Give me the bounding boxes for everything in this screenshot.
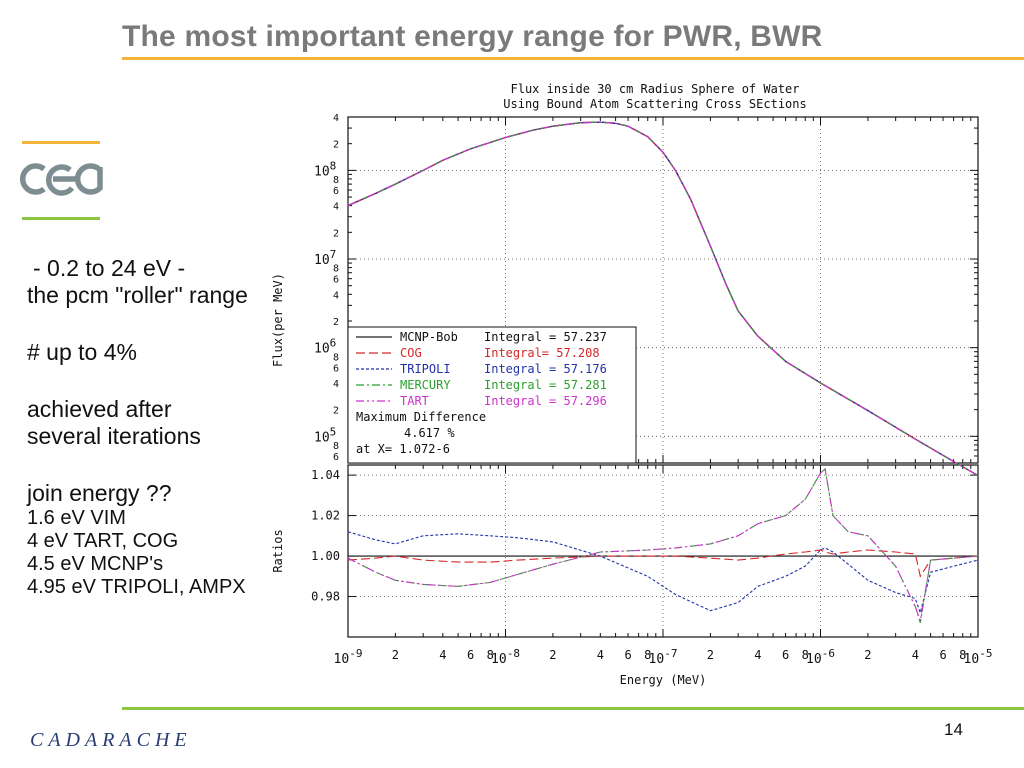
x-tick-label: 2 <box>864 648 871 662</box>
y-tick-label: 4 <box>333 113 339 124</box>
y-tick-label: 4 <box>333 379 339 390</box>
x-tick-label: 10-6 <box>806 647 835 667</box>
chart-subtitle: Using Bound Atom Scattering Cross SEctio… <box>503 97 806 111</box>
achieved-line-1: achieved after <box>27 396 172 422</box>
ratio-y-tick-label: 0.98 <box>311 590 340 604</box>
logo-bottom-bar <box>22 217 100 220</box>
y-tick-label: 6 <box>333 186 339 197</box>
legend-name: TART <box>400 394 429 408</box>
x-tick-label: 2 <box>707 648 714 662</box>
x-tick-label: 4 <box>912 648 919 662</box>
ratio-y-tick-label: 1.00 <box>311 549 340 563</box>
logo-top-bar <box>22 141 100 144</box>
y-axis-label: Flux(per MeV) <box>271 273 285 367</box>
y-tick-label: 2 <box>333 140 339 151</box>
upto-line: # up to 4% <box>27 339 137 365</box>
x-tick-label: 10-5 <box>964 647 993 667</box>
join-energy-line: join energy ?? <box>27 480 172 506</box>
y-tick-label: 108 <box>314 159 336 179</box>
vim-line: 1.6 eV VIM <box>27 507 126 529</box>
page-number: 14 <box>944 720 963 739</box>
y-tick-label: 8 <box>333 264 339 275</box>
x-tick-label: 6 <box>467 648 474 662</box>
legend-integral: Integral = 57.296 <box>484 394 607 408</box>
x-tick-label: 6 <box>939 648 946 662</box>
legend-integral: Integral = 57.237 <box>484 330 607 344</box>
cea-logo: cea <box>20 152 103 196</box>
x-tick-label: 4 <box>754 648 761 662</box>
max-diff-value: 4.617 % <box>404 426 455 440</box>
legend-name: TRIPOLI <box>400 362 451 376</box>
chart-title: Flux inside 30 cm Radius Sphere of Water <box>511 82 800 96</box>
y-tick-label: 105 <box>314 425 336 445</box>
bullet-text-block: - 0.2 to 24 eV - the pcm "roller" range … <box>27 255 317 599</box>
y-tick-label: 4 <box>333 290 339 301</box>
flux-chart: 10-9 2 4 6 810-8 2 4 6 810-7 2 4 6 810-6 2 4 6 810-54210… <box>271 82 993 687</box>
cea-logo-text: cea <box>20 152 22 153</box>
legend-integral: Integral= 57.208 <box>484 346 600 360</box>
x-axis-label: Energy (MeV) <box>620 673 707 687</box>
y-tick-label: 2 <box>333 406 339 417</box>
legend-name: COG <box>400 346 422 360</box>
x-tick-label: 10-9 <box>334 647 363 667</box>
y-tick-label: 8 <box>333 352 339 363</box>
x-tick-label: 8 <box>802 648 809 662</box>
y-tick-label: 2 <box>333 228 339 239</box>
ratio-y-tick-label: 1.04 <box>311 468 340 482</box>
x-tick-label: 4 <box>597 648 604 662</box>
y-tick-label: 8 <box>333 175 339 186</box>
y-tick-label: 4 <box>333 202 339 213</box>
x-tick-label: 8 <box>487 648 494 662</box>
legend-name: MERCURY <box>400 378 451 392</box>
range-line: - 0.2 to 24 eV - <box>33 255 186 281</box>
flux-series-tart <box>347 121 979 477</box>
title-underline <box>122 57 1024 60</box>
ratio-axis-label: Ratios <box>271 529 285 572</box>
x-tick-label: 2 <box>549 648 556 662</box>
y-tick-label: 6 <box>333 363 339 374</box>
y-tick-label: 8 <box>333 441 339 452</box>
mcnp-line: 4.5 eV MCNP's <box>27 553 164 575</box>
y-tick-label: 6 <box>333 452 339 463</box>
cadarache-logo: CADARACHE <box>30 729 192 751</box>
y-tick-label: 6 <box>333 275 339 286</box>
x-tick-label: 4 <box>439 648 446 662</box>
ratio-y-tick-label: 1.02 <box>311 509 340 523</box>
x-tick-label: 8 <box>959 648 966 662</box>
x-tick-label: 10-7 <box>649 647 678 667</box>
y-tick-label: 106 <box>314 337 336 357</box>
slide-title: The most important energy range for PWR,… <box>122 20 823 53</box>
y-tick-label: 2 <box>333 317 339 328</box>
max-diff-label: Maximum Difference <box>356 410 486 424</box>
legend-name: MCNP-Bob <box>400 330 458 344</box>
x-tick-label: 10-8 <box>491 647 520 667</box>
x-tick-label: 2 <box>392 648 399 662</box>
x-tick-label: 6 <box>624 648 631 662</box>
ratio-series-tart <box>347 467 979 623</box>
achieved-line-2: several iterations <box>27 423 201 449</box>
max-diff-location: at X= 1.072-6 <box>356 442 450 456</box>
x-tick-label: 8 <box>644 648 651 662</box>
roller-line: the pcm "roller" range <box>27 282 248 308</box>
y-tick-label: 107 <box>314 248 336 268</box>
legend-integral: Integral = 57.281 <box>484 378 607 392</box>
ratio-series-tripoli <box>347 531 979 615</box>
legend-integral: Integral = 57.176 <box>484 362 607 376</box>
tart-line: 4 eV TART, COG <box>27 530 179 552</box>
tripoli-line: 4.95 eV TRIPOLI, AMPX <box>27 576 246 598</box>
x-tick-label: 6 <box>782 648 789 662</box>
legend-box <box>347 326 637 464</box>
footer-rule <box>122 707 1024 710</box>
ratio-series-cog <box>347 549 979 578</box>
